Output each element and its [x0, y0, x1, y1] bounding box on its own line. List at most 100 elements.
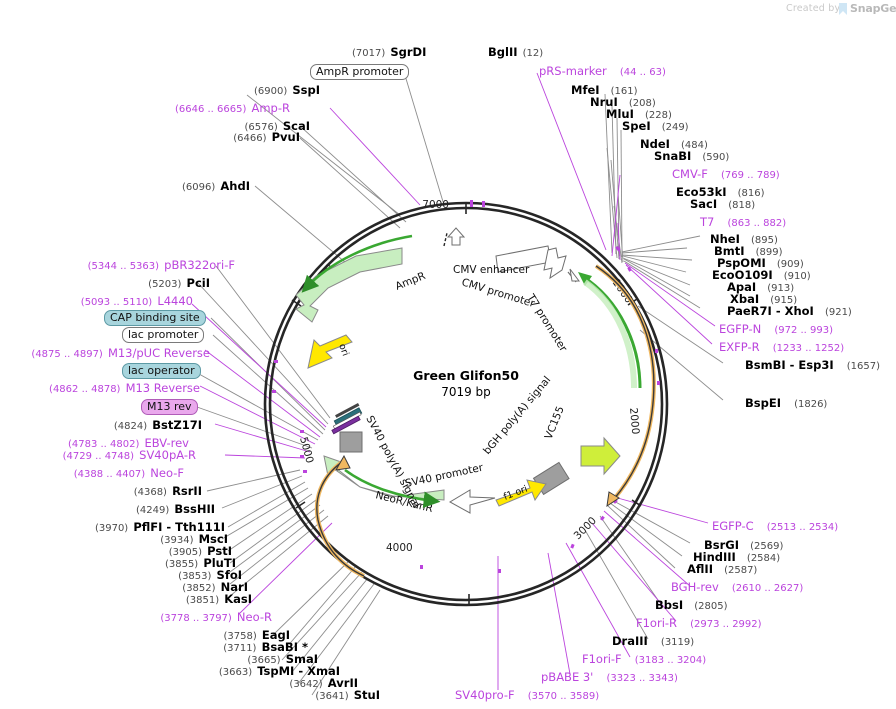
- feature-cmv-promoter[interactable]: [543, 247, 567, 280]
- label-pvui[interactable]: (6466) PvuI: [80, 128, 300, 144]
- feature-ori[interactable]: [307, 334, 353, 369]
- pos-bsshii: (4249): [136, 505, 170, 516]
- prim-pbr322ori-f: pBR322ori-F: [164, 258, 235, 272]
- label-f1ori-f[interactable]: F1ori-F (3183 .. 3204): [582, 650, 706, 666]
- label-ampr-promoter-box[interactable]: AmpR promoter: [310, 62, 410, 80]
- label-stui[interactable]: (3641) StuI: [212, 686, 380, 702]
- label-eco53ki[interactable]: Eco53kI (816): [676, 183, 765, 199]
- label-scai[interactable]: (6576) ScaI: [90, 117, 311, 133]
- label-bspei[interactable]: BspEI (1826): [745, 394, 827, 410]
- label-pluti[interactable]: (3855) PluTI: [72, 554, 236, 570]
- label-smai[interactable]: (3665) SmaI: [150, 650, 318, 666]
- label-bmti[interactable]: BmtI (899): [714, 242, 783, 258]
- label-bstz17i[interactable]: (4824) BstZ17I: [50, 416, 202, 432]
- feature-vc155[interactable]: [580, 436, 621, 476]
- prim-prs-marker: pRS-marker: [539, 64, 607, 78]
- label-hindiii[interactable]: HindIII (2584): [693, 548, 780, 564]
- label-ndei[interactable]: NdeI (484): [640, 135, 708, 151]
- label-msci[interactable]: (3934) MscI: [60, 530, 228, 546]
- label-ebv-rev[interactable]: (4783 .. 4802) EBV-rev: [4, 434, 189, 450]
- label-l4440[interactable]: (5093 .. 5110) L4440: [20, 292, 193, 308]
- label-pbr322ori-f[interactable]: (5344 .. 5363) pBR322ori-F: [20, 256, 235, 272]
- label-avrii[interactable]: (3642) AvrII: [190, 674, 358, 690]
- label-pcii[interactable]: (5203) PciI: [60, 274, 210, 290]
- label-neo-f[interactable]: (4388 .. 4407) Neo-F: [14, 464, 184, 480]
- label-bsrgi[interactable]: BsrGI (2569): [704, 536, 783, 552]
- prim-cmv-f: CMV-F: [672, 167, 708, 181]
- label-bsmbi-esp3i[interactable]: BsmBI - Esp3I (1657): [745, 356, 880, 372]
- label-egfp-c[interactable]: EGFP-C (2513 .. 2534): [712, 517, 838, 533]
- label-sfoi[interactable]: (3853) SfoI: [86, 566, 242, 582]
- label-f1ori-r[interactable]: F1ori-R (2973 .. 2992): [636, 614, 762, 630]
- label-paer7i-xhoi[interactable]: PaeR7I - XhoI (921): [727, 302, 852, 318]
- label-bsabi[interactable]: (3711) BsaBI *: [130, 638, 308, 654]
- label-cmv-f[interactable]: CMV-F (769 .. 789): [672, 165, 780, 181]
- label-mlui[interactable]: MluI (228): [606, 105, 672, 121]
- label-eagi[interactable]: (3758) EagI: [130, 626, 291, 642]
- label-pflfi-tth111i[interactable]: (3970) PflFI - Tth111I: [20, 518, 225, 534]
- label-t7[interactable]: T7 (863 .. 882): [700, 213, 786, 229]
- label-lac-promoter-box[interactable]: lac promoter: [122, 325, 205, 343]
- label-ahdi[interactable]: (6096) AhdI: [60, 177, 250, 193]
- label-bglii[interactable]: BglII (12): [488, 43, 543, 59]
- label-snabi[interactable]: SnaBI (590): [654, 147, 729, 163]
- pos-sv40pa-r: (4729 .. 4748): [62, 451, 135, 462]
- pos-kasi: (3851): [185, 595, 220, 606]
- label-saci[interactable]: SacI (818): [690, 195, 755, 211]
- pos-hindiii: (2584): [746, 553, 781, 564]
- enz-smai: SmaI: [285, 652, 318, 666]
- pos-pflfi: (3970): [94, 523, 129, 534]
- site-ticks-on-circle: [272, 200, 660, 573]
- label-pbabe-3[interactable]: pBABE 3' (3323 .. 3343): [541, 668, 678, 684]
- label-nari[interactable]: (3852) NarI: [90, 578, 248, 594]
- label-nhei[interactable]: NheI (895): [710, 230, 778, 246]
- enz-msci: MscI: [198, 532, 228, 546]
- label-xbai[interactable]: XbaI (915): [730, 290, 797, 306]
- label-m13-reverse[interactable]: (4862 .. 4878) M13 Reverse: [20, 379, 200, 395]
- label-bbsi[interactable]: BbsI (2805): [655, 596, 727, 612]
- label-sv40pa-r[interactable]: (4729 .. 4748) SV40pA-R: [0, 446, 196, 462]
- label-aflii[interactable]: AflII (2587): [687, 560, 757, 576]
- label-exfp-r[interactable]: EXFP-R (1233 .. 1252): [719, 338, 844, 354]
- mcs-feature-cluster[interactable]: [331, 403, 363, 435]
- feature-sv40-promoter[interactable]: [448, 489, 496, 514]
- prim-egfp-c: EGFP-C: [712, 519, 754, 533]
- label-m13-puc-reverse[interactable]: (4875 .. 4897) M13/pUC Reverse: [14, 344, 210, 360]
- label-apai[interactable]: ApaI (913): [727, 278, 794, 294]
- label-lac-operator-box[interactable]: lac operator: [122, 361, 201, 379]
- label-neo-r[interactable]: (3778 .. 3797) Neo-R: [30, 608, 272, 624]
- label-amp-r[interactable]: (6646 .. 6665) Amp-R: [30, 99, 290, 115]
- pos-ndei: (484): [681, 140, 708, 151]
- pos-pbr322ori-f: (5344 .. 5363): [87, 261, 160, 272]
- label-sv40pro-f[interactable]: SV40pro-F (3570 .. 3589): [455, 686, 599, 702]
- label-m13-rev-box[interactable]: M13 rev: [141, 397, 198, 415]
- label-rsrii[interactable]: (4368) RsrII: [50, 482, 202, 498]
- label-ecoo109i[interactable]: EcoO109I (910): [712, 266, 811, 282]
- label-pspomi[interactable]: PspOMI (909): [717, 254, 804, 270]
- label-tspmi-xmai[interactable]: (3663) TspMI - XmaI: [128, 662, 340, 678]
- label-kasi[interactable]: (3851) KasI: [96, 590, 252, 606]
- label-nrui[interactable]: NruI (208): [590, 93, 656, 109]
- enz-sfoi: SfoI: [216, 568, 242, 582]
- label-bsshii[interactable]: (4249) BssHII: [50, 500, 215, 516]
- label-cap-binding-site-box[interactable]: CAP binding site: [104, 308, 206, 326]
- pos-sspi: (6900): [254, 86, 288, 97]
- label-spei[interactable]: SpeI (249): [622, 117, 689, 133]
- label-sspi[interactable]: (6900) SspI: [100, 81, 320, 97]
- feature-f1-ori[interactable]: [495, 479, 547, 507]
- label-draiii[interactable]: DraIII (3119): [612, 632, 694, 648]
- leader-lines-right-mcs-primer: [624, 262, 716, 345]
- feature-ampr[interactable]: [295, 247, 403, 323]
- label-sgrdi[interactable]: (7017) SgrDI: [352, 43, 426, 59]
- label-bgh-rev[interactable]: BGH-rev (2610 .. 2627): [671, 578, 803, 594]
- label-psti[interactable]: (3905) PstI: [70, 542, 232, 558]
- feature-ampr-promoter[interactable]: [446, 227, 466, 246]
- box-lac-promoter: lac promoter: [122, 327, 205, 343]
- label-mfei[interactable]: MfeI (161): [571, 81, 638, 97]
- label-egfp-n[interactable]: EGFP-N (972 .. 993): [719, 320, 833, 336]
- feature-sv40-polya[interactable]: [339, 431, 363, 453]
- egfp-green-arc: [581, 274, 642, 389]
- pos-xbai: (915): [770, 295, 798, 306]
- label-prs-marker[interactable]: pRS-marker (44 .. 63): [539, 62, 666, 78]
